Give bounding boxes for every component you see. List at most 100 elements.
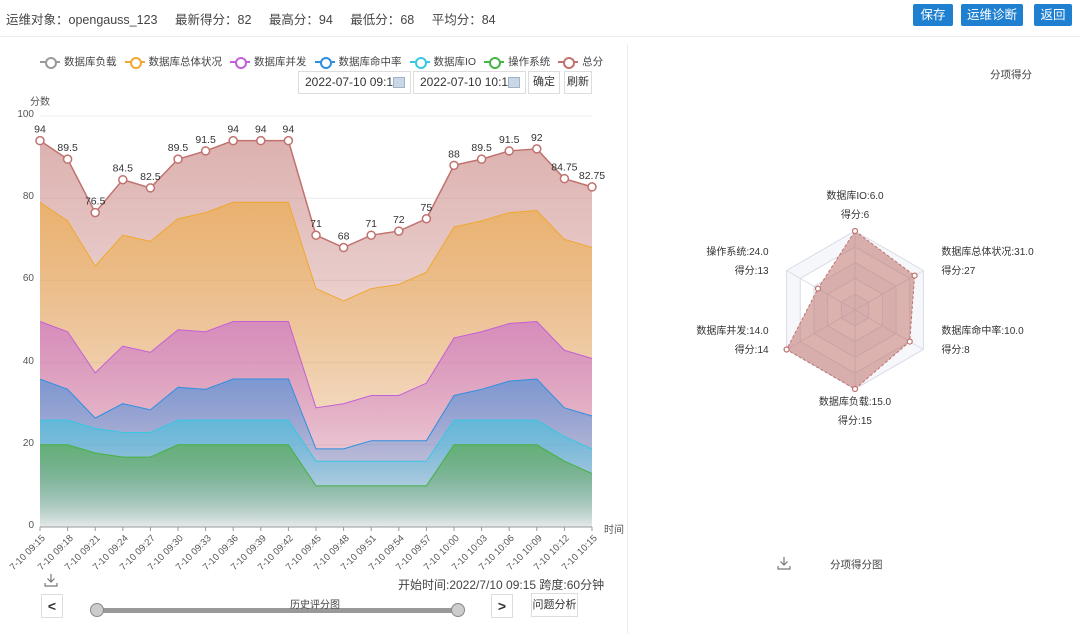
save-button[interactable]: 保存 bbox=[913, 4, 953, 26]
radar-footer: 分项得分图 bbox=[830, 559, 883, 571]
legend-label: 总分 bbox=[582, 56, 604, 68]
target-info: 运维对象：opengauss_123 bbox=[6, 13, 158, 27]
radar-point[interactable] bbox=[906, 338, 913, 345]
next-button[interactable]: > bbox=[491, 594, 513, 618]
start-time-value: 2022-07-10 09:15 bbox=[305, 75, 400, 89]
legend-item[interactable]: 数据库IO bbox=[409, 54, 476, 69]
data-point[interactable] bbox=[587, 182, 597, 192]
data-label: 75 bbox=[421, 202, 433, 214]
y-tick-label: 20 bbox=[22, 437, 34, 449]
calendar-icon[interactable] bbox=[508, 77, 520, 88]
data-label: 91.5 bbox=[499, 134, 520, 146]
data-label: 84.75 bbox=[551, 162, 577, 174]
data-point[interactable] bbox=[200, 146, 211, 156]
data-label: 91.5 bbox=[195, 134, 216, 146]
start-time-picker[interactable]: 2022-07-10 09:15 bbox=[298, 71, 411, 94]
radar-score-area bbox=[785, 230, 916, 390]
data-point[interactable] bbox=[145, 183, 156, 193]
radar-point[interactable] bbox=[783, 346, 790, 353]
diagnose-button[interactable]: 运维诊断 bbox=[961, 4, 1023, 26]
data-point[interactable] bbox=[118, 174, 128, 185]
data-point[interactable] bbox=[62, 154, 73, 164]
data-point[interactable] bbox=[228, 135, 238, 146]
radar-ring bbox=[827, 277, 883, 343]
y-tick-label: 60 bbox=[22, 273, 34, 285]
data-point[interactable] bbox=[504, 146, 514, 156]
legend-marker-icon bbox=[230, 56, 250, 69]
radar-axis bbox=[854, 270, 924, 311]
series-area bbox=[40, 444, 592, 527]
radar-ring bbox=[840, 293, 870, 327]
data-point[interactable] bbox=[283, 135, 294, 146]
data-point[interactable] bbox=[476, 154, 487, 164]
legend-label: 数据库总体状况 bbox=[148, 56, 223, 68]
confirm-button[interactable]: 确定 bbox=[528, 71, 560, 94]
legend-item[interactable]: 数据库命中率 bbox=[314, 54, 402, 69]
series-area bbox=[40, 444, 592, 527]
end-time-picker[interactable]: 2022-07-10 10:15 bbox=[413, 71, 526, 94]
data-label: 92 bbox=[531, 132, 543, 144]
legend-marker-icon bbox=[314, 56, 335, 69]
download-icon[interactable] bbox=[777, 556, 791, 570]
back-button[interactable]: 返回 bbox=[1034, 4, 1072, 26]
radar-axis-label: 操作系统:24.0 得分:13 bbox=[649, 243, 768, 281]
data-point[interactable] bbox=[449, 160, 459, 171]
calendar-icon[interactable] bbox=[393, 77, 405, 88]
radar-axis bbox=[854, 309, 924, 350]
min-value: 68 bbox=[400, 13, 415, 27]
min-score: 最低分：68 bbox=[350, 13, 414, 27]
radar-max-label: 数据库总体状况:31.0 bbox=[941, 246, 1034, 258]
radar-ring bbox=[799, 246, 911, 374]
radar-axis-label: 数据库命中率:10.0 得分:8 bbox=[941, 322, 1061, 360]
max-label: 最高分： bbox=[268, 13, 319, 27]
data-point[interactable] bbox=[338, 242, 349, 253]
y-tick-label: 100 bbox=[17, 109, 34, 120]
slider-start-handle[interactable] bbox=[90, 603, 104, 617]
slider-end-handle[interactable] bbox=[451, 603, 465, 617]
legend-item[interactable]: 总分 bbox=[558, 54, 603, 69]
time-range-slider[interactable] bbox=[96, 608, 460, 613]
radar-score-label: 得分:6 bbox=[840, 210, 870, 221]
legend-item[interactable]: 数据库总体状况 bbox=[124, 54, 223, 69]
radar-ring bbox=[813, 262, 897, 358]
series-line bbox=[40, 444, 593, 487]
data-label: 82.75 bbox=[579, 170, 605, 182]
refresh-button[interactable]: 刷新 bbox=[564, 71, 592, 94]
data-label: 94 bbox=[255, 124, 267, 136]
series-area bbox=[40, 321, 592, 527]
y-tick-label: 0 bbox=[28, 520, 34, 531]
data-label: 89.5 bbox=[57, 142, 78, 154]
radar-title: 分项得分 bbox=[990, 69, 1032, 81]
data-point[interactable] bbox=[90, 207, 100, 218]
series-line bbox=[39, 201, 593, 302]
radar-score-label: 得分:14 bbox=[734, 344, 769, 356]
legend-item[interactable]: 数据库并发 bbox=[230, 54, 307, 69]
radar-axis-label: 数据库并发:14.0 得分:14 bbox=[649, 322, 769, 360]
radar-point[interactable] bbox=[851, 385, 859, 393]
radar-point[interactable] bbox=[814, 285, 822, 292]
series-area bbox=[40, 202, 592, 527]
legend-label: 操作系统 bbox=[508, 56, 551, 68]
data-point[interactable] bbox=[532, 144, 542, 154]
radar-score-label: 得分:8 bbox=[941, 344, 970, 356]
data-point[interactable] bbox=[394, 226, 404, 236]
data-label: 68 bbox=[338, 231, 350, 243]
issue-analysis-button[interactable]: 问题分析 bbox=[531, 593, 578, 617]
download-icon[interactable] bbox=[44, 573, 58, 587]
prev-button[interactable]: < bbox=[41, 594, 63, 618]
data-point[interactable] bbox=[173, 154, 183, 164]
data-label: 94 bbox=[227, 124, 239, 136]
data-point[interactable] bbox=[366, 230, 376, 240]
data-point[interactable] bbox=[256, 135, 266, 146]
radar-point[interactable] bbox=[911, 272, 918, 279]
legend-item[interactable]: 数据库负载 bbox=[40, 54, 117, 69]
avg-label: 平均分： bbox=[431, 13, 482, 27]
target-label: 运维对象： bbox=[6, 13, 69, 27]
legend-item[interactable]: 操作系统 bbox=[484, 54, 550, 69]
radar-point[interactable] bbox=[851, 227, 859, 235]
data-point[interactable] bbox=[35, 135, 45, 146]
data-point[interactable] bbox=[421, 214, 432, 224]
data-point[interactable] bbox=[311, 230, 321, 240]
data-point[interactable] bbox=[559, 173, 570, 184]
radar-max-label: 数据库负载:15.0 bbox=[818, 397, 892, 408]
